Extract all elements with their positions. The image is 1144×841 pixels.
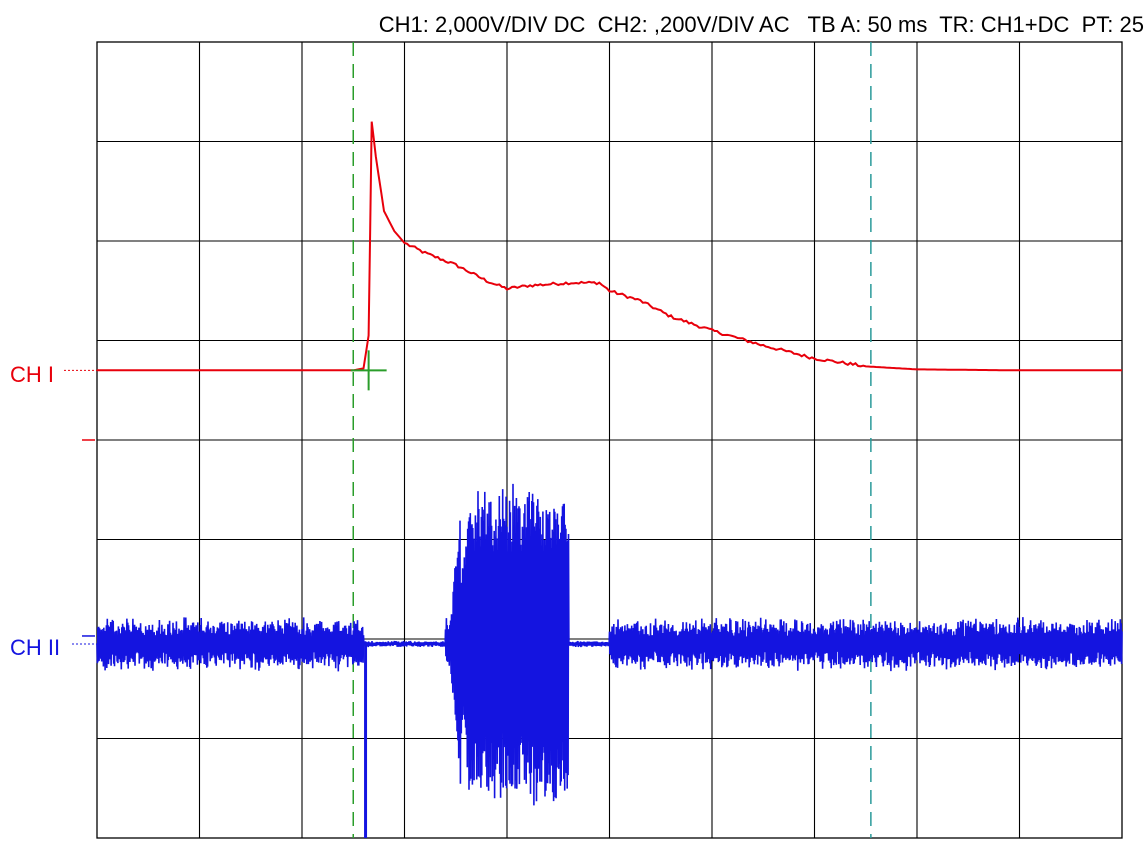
ch2-trace — [96, 483, 1123, 806]
trigger-setting: TR: CH1+DC — [939, 12, 1070, 37]
ch1-trace — [97, 121, 1122, 372]
pt-setting: PT: 25 — [1081, 12, 1144, 37]
ch1-setting: CH1: 2,000V/DIV DC — [378, 12, 586, 37]
ch1-label: CH I — [10, 362, 54, 387]
channel-markers — [64, 369, 97, 645]
ch2-label: CH II — [10, 635, 61, 660]
graticule-grid — [96, 41, 1123, 839]
waveform-traces — [96, 121, 1123, 838]
timebase-setting: TB A: 50 ms — [807, 12, 928, 37]
ch2-setting: CH2: ,200V/DIV AC — [597, 12, 790, 37]
cursor-lines — [352, 42, 872, 838]
scope-status-header: CH1: 2,000V/DIV DC CH2: ,200V/DIV AC TB … — [0, 12, 1144, 38]
